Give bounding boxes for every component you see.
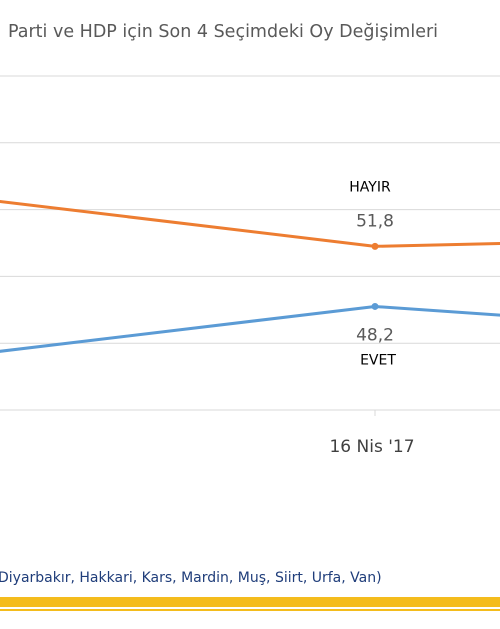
series-name-label: EVET bbox=[360, 352, 396, 368]
gridlines bbox=[0, 75, 500, 411]
x-tick-label: 16 Nis '17 bbox=[329, 437, 414, 457]
data-point bbox=[371, 242, 379, 250]
series-name-label: HAYIR bbox=[349, 179, 391, 195]
x-axis: 16 Nis '17 bbox=[329, 410, 415, 457]
line-chart: 16 Nis '17 51,8 HAYIR 48,2 EVET bbox=[0, 75, 500, 457]
footnote-text: Diyarbakır, Hakkari, Kars, Mardin, Muş, … bbox=[0, 570, 382, 586]
data-label: 51,8 bbox=[356, 211, 394, 231]
data-labels: 51,8 HAYIR 48,2 EVET bbox=[349, 179, 396, 368]
data-label: 48,2 bbox=[356, 325, 394, 345]
series-line-hayir bbox=[0, 199, 500, 248]
footer-line bbox=[0, 609, 500, 611]
series-line-evet bbox=[0, 304, 500, 353]
footer-band bbox=[0, 597, 500, 607]
chart-title: Parti ve HDP için Son 4 Seçimdeki Oy Değ… bbox=[8, 22, 439, 42]
series-layer bbox=[0, 199, 500, 353]
data-point bbox=[371, 302, 379, 310]
